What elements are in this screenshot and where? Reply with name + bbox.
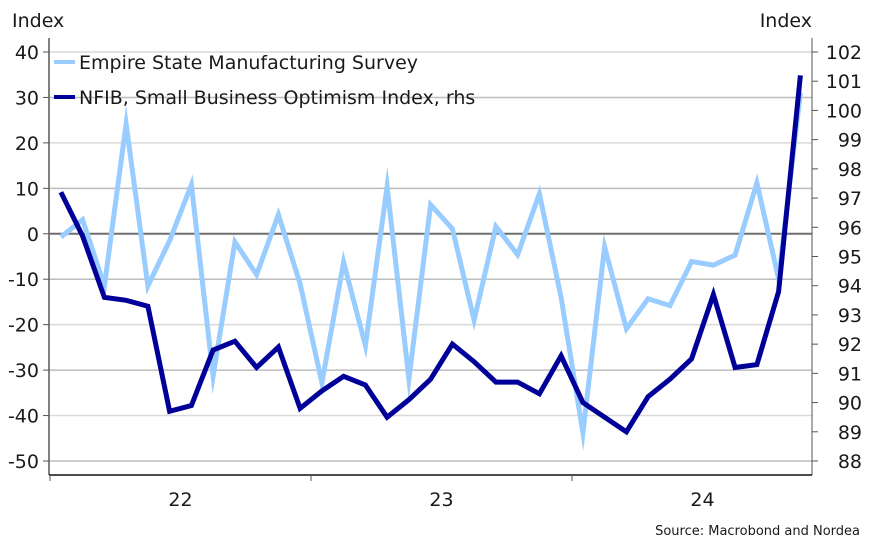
right-tick-label: 88 bbox=[838, 451, 862, 473]
right-tick-label: 94 bbox=[838, 276, 862, 298]
right-axis-title: Index bbox=[760, 10, 812, 32]
series bbox=[58, 75, 803, 451]
series-nfib bbox=[58, 75, 803, 436]
right-tick-label: 95 bbox=[838, 247, 862, 269]
right-tick-label: 101 bbox=[826, 71, 862, 93]
gridlines bbox=[49, 51, 812, 462]
right-axis-ticks: 102 101 100 99 98 97 96 95 94 93 92 91 90 89 88 bbox=[812, 42, 862, 473]
left-axis-ticks: 40 30 20 10 0 -10 -20 -30 -40 -50 bbox=[8, 42, 49, 473]
series-empire bbox=[59, 92, 803, 451]
legend: Empire State Manufacturing Survey NFIB, … bbox=[54, 52, 475, 109]
left-tick-label: -20 bbox=[8, 315, 39, 337]
left-tick-label: 20 bbox=[15, 133, 39, 155]
x-tick-label: 24 bbox=[690, 489, 714, 511]
legend-label-nfib: NFIB, Small Business Optimism Index, rhs bbox=[79, 87, 475, 109]
left-tick-label: 40 bbox=[15, 42, 39, 64]
right-tick-label: 102 bbox=[826, 42, 862, 64]
right-tick-label: 96 bbox=[838, 217, 862, 239]
left-tick-label: 0 bbox=[27, 224, 39, 246]
right-tick-label: 89 bbox=[838, 422, 862, 444]
left-axis-title: Index bbox=[12, 10, 64, 32]
right-tick-label: 93 bbox=[838, 305, 862, 327]
right-tick-label: 92 bbox=[838, 334, 862, 356]
source-note: Source: Macrobond and Nordea bbox=[655, 524, 860, 539]
legend-item-empire: Empire State Manufacturing Survey bbox=[54, 52, 418, 74]
right-tick-label: 91 bbox=[838, 363, 862, 385]
right-tick-label: 99 bbox=[838, 130, 862, 152]
x-tick-label: 23 bbox=[429, 489, 453, 511]
left-tick-label: -40 bbox=[8, 406, 39, 428]
left-tick-label: -30 bbox=[8, 360, 39, 382]
x-axis-ticks: 22 23 24 bbox=[49, 475, 715, 511]
right-tick-label: 97 bbox=[838, 188, 862, 210]
right-tick-label: 98 bbox=[838, 159, 862, 181]
series-line bbox=[58, 75, 803, 436]
left-tick-label: -50 bbox=[8, 451, 39, 473]
legend-item-nfib: NFIB, Small Business Optimism Index, rhs bbox=[54, 87, 475, 109]
x-tick-label: 22 bbox=[168, 489, 192, 511]
left-tick-label: -10 bbox=[8, 269, 39, 291]
right-tick-label: 90 bbox=[838, 393, 862, 415]
right-tick-label: 100 bbox=[826, 100, 862, 122]
left-tick-label: 10 bbox=[15, 178, 39, 200]
legend-label-empire: Empire State Manufacturing Survey bbox=[79, 52, 418, 74]
left-tick-label: 30 bbox=[15, 87, 39, 109]
